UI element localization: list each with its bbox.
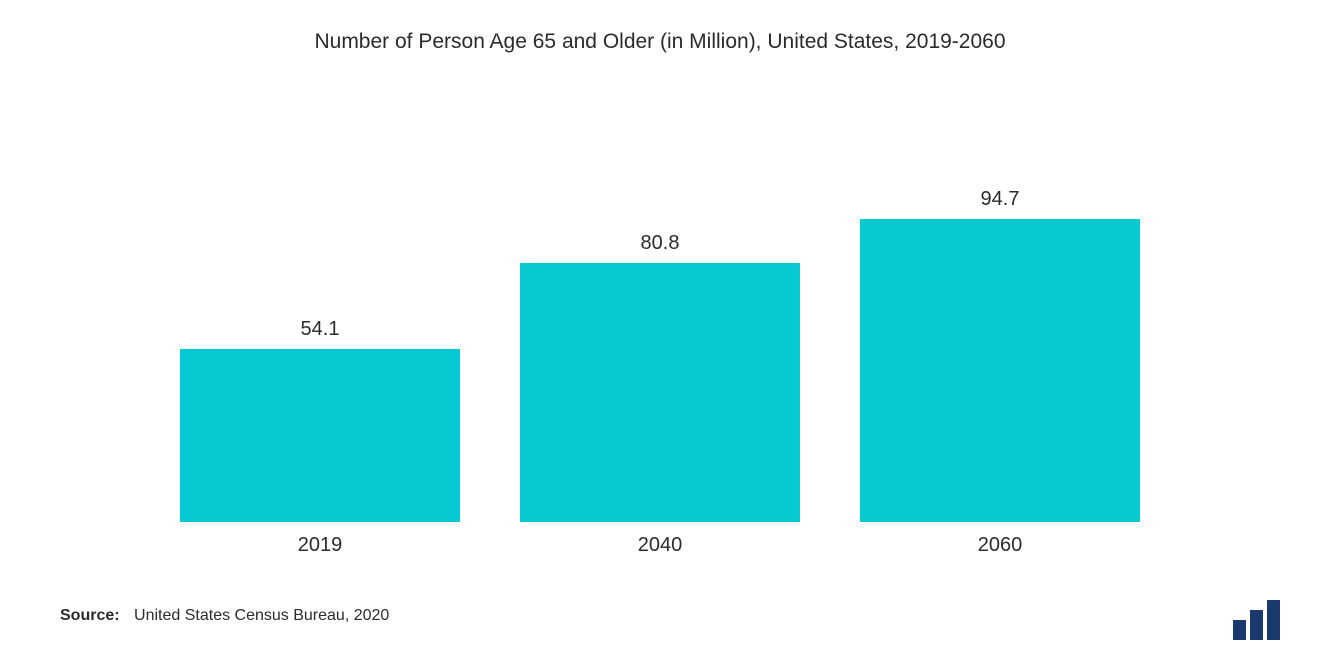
logo-bar-2 xyxy=(1250,610,1263,640)
brand-logo-icon xyxy=(1233,600,1280,640)
source-row: Source: United States Census Bureau, 202… xyxy=(50,607,1270,625)
bar-value-2: 94.7 xyxy=(981,188,1020,211)
bar-group-2: 94.7 xyxy=(860,188,1140,522)
source-label: Source: xyxy=(60,607,120,624)
x-label-1: 2040 xyxy=(520,534,800,557)
bar-2 xyxy=(860,219,1140,522)
bar-group-0: 54.1 xyxy=(180,318,460,522)
x-label-2: 2060 xyxy=(860,534,1140,557)
x-axis-labels: 2019 2040 2060 xyxy=(50,522,1270,557)
plot-area: 54.1 80.8 94.7 xyxy=(50,84,1270,522)
bar-0 xyxy=(180,349,460,522)
bar-1 xyxy=(520,263,800,522)
bar-group-1: 80.8 xyxy=(520,232,800,522)
chart-title: Number of Person Age 65 and Older (in Mi… xyxy=(50,30,1270,54)
chart-container: Number of Person Age 65 and Older (in Mi… xyxy=(0,0,1320,665)
x-label-0: 2019 xyxy=(180,534,460,557)
source-text: United States Census Bureau, 2020 xyxy=(134,607,389,624)
bar-value-1: 80.8 xyxy=(641,232,680,255)
bar-value-0: 54.1 xyxy=(301,318,340,341)
logo-bar-3 xyxy=(1267,600,1280,640)
logo-bar-1 xyxy=(1233,620,1246,640)
